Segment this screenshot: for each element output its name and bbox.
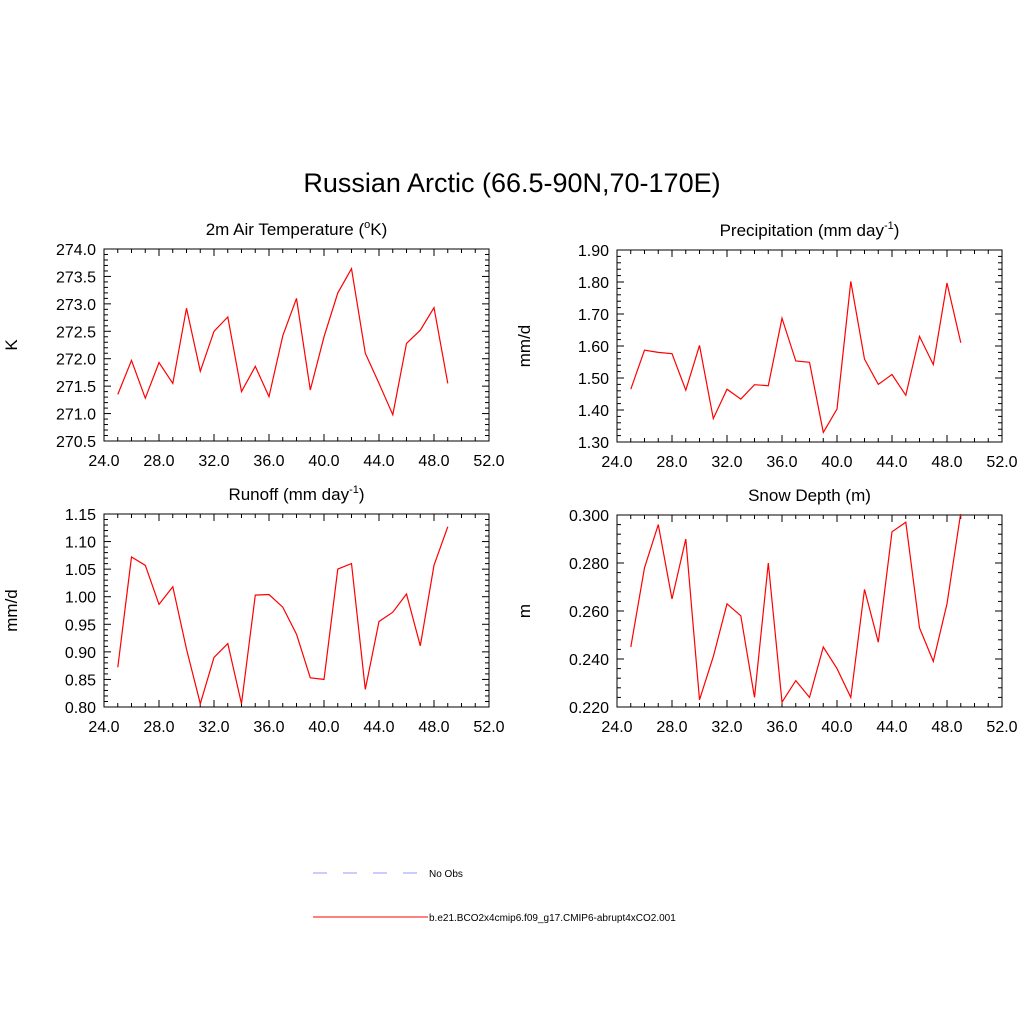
plot-frame [103,248,490,442]
legend-label-no-obs: No Obs [429,869,463,880]
series-line-model [630,514,962,704]
y-tick-label: 0.300 [569,508,609,525]
y-tick-label: 1.70 [578,307,609,324]
series-line-model [117,526,449,706]
y-tick-label: 0.90 [65,645,96,662]
y-tick-label: 0.220 [569,700,609,717]
x-tick-label: 52.0 [473,453,504,470]
y-tick-label: 0.85 [65,672,96,689]
y-tick-label: 1.80 [578,275,609,292]
x-tick-label: 48.0 [931,454,962,471]
y-tick-label: 272.5 [56,324,96,341]
y-tick-label: 1.05 [65,562,96,579]
subplot-title: 2m Air Temperature (oK) [206,219,388,239]
x-tick-label: 24.0 [601,454,632,471]
y-tick-label: 1.30 [578,435,609,452]
x-tick-label: 24.0 [88,453,119,470]
subplot-title: Runoff (mm day-1) [228,484,364,504]
y-tick-label: 274.0 [56,242,96,259]
x-tick-label: 24.0 [88,719,119,736]
main-title: Russian Arctic (66.5-90N,70-170E) [303,168,721,198]
y-tick-label: 0.95 [65,617,96,634]
x-tick-label: 48.0 [418,719,449,736]
x-tick-label: 36.0 [253,453,284,470]
y-tick-label: 271.5 [56,379,96,396]
y-tick-label: 1.60 [578,339,609,356]
chart-panel-4: 24.0 28.0 32.0 36.0 40.0 44.0 48.0 52.0 0.220 0.2… [515,486,1018,736]
y-tick-label: 1.15 [65,507,96,524]
y-tick-label: 271.0 [56,407,96,424]
x-tick-label: 32.0 [198,719,229,736]
subplot-title: Precipitation (mm day-1) [720,220,900,240]
x-tick-label: 48.0 [931,719,962,736]
y-axis-label: K [2,339,21,351]
x-tick-label: 40.0 [308,453,339,470]
x-tick-label: 48.0 [418,453,449,470]
x-tick-label: 40.0 [821,719,852,736]
y-tick-label: 1.00 [65,590,96,607]
x-tick-label: 32.0 [711,719,742,736]
chart-panel-3: 24.0 28.0 32.0 36.0 40.0 44.0 48.0 52.0 0.80 0.85… [2,484,505,736]
y-tick-label: 0.280 [569,556,609,573]
subplot-title: Snow Depth (m) [748,486,871,505]
x-tick-label: 44.0 [876,454,907,471]
y-tick-label: 273.5 [56,269,96,286]
y-axis-label: mm/d [2,589,21,632]
x-tick-label: 44.0 [876,719,907,736]
x-tick-label: 44.0 [363,719,394,736]
y-tick-label: 1.10 [65,535,96,552]
x-tick-label: 40.0 [308,719,339,736]
y-tick-label: 1.90 [578,243,609,260]
x-tick-label: 36.0 [253,719,284,736]
x-tick-label: 28.0 [656,719,687,736]
y-tick-label: 0.260 [569,604,609,621]
chart-panel-1: 24.0 28.0 32.0 36.0 40.0 44.0 48.0 52.0 270.5 271… [2,219,505,470]
y-tick-label: 0.240 [569,652,609,669]
y-tick-label: 0.80 [65,700,96,717]
y-tick-label: 270.5 [56,434,96,451]
x-tick-label: 36.0 [766,454,797,471]
series-line-model [117,266,449,417]
y-axis-label: mm/d [515,325,534,368]
plot-frame [616,514,1003,708]
legend-label-model: b.e21.BCO2x4cmip6.f09_g17.CMIP6-abrupt4x… [429,913,676,924]
chart-panel-2: 24.0 28.0 32.0 36.0 40.0 44.0 48.0 52.0 1.30 1.40… [515,220,1018,471]
y-tick-label: 1.40 [578,403,609,420]
x-tick-label: 40.0 [821,454,852,471]
plot-frame [616,249,1003,443]
x-tick-label: 32.0 [198,453,229,470]
plot-frame [103,513,490,708]
legend: No Obs b.e21.BCO2x4cmip6.f09_g17.CMIP6-a… [313,869,676,924]
x-tick-label: 24.0 [601,719,632,736]
x-tick-label: 28.0 [143,719,174,736]
y-axis-label: m [515,604,534,618]
x-tick-label: 44.0 [363,453,394,470]
x-tick-label: 36.0 [766,719,797,736]
series-line-model [630,281,962,435]
x-tick-label: 32.0 [711,454,742,471]
x-tick-label: 28.0 [656,454,687,471]
panels: 24.0 28.0 32.0 36.0 40.0 44.0 48.0 52.0 270.5 271… [2,219,1018,736]
x-tick-label: 52.0 [986,719,1017,736]
y-tick-label: 272.0 [56,352,96,369]
y-tick-label: 273.0 [56,297,96,314]
x-tick-label: 52.0 [986,454,1017,471]
x-tick-label: 52.0 [473,719,504,736]
y-tick-label: 1.50 [578,371,609,388]
x-tick-label: 28.0 [143,453,174,470]
